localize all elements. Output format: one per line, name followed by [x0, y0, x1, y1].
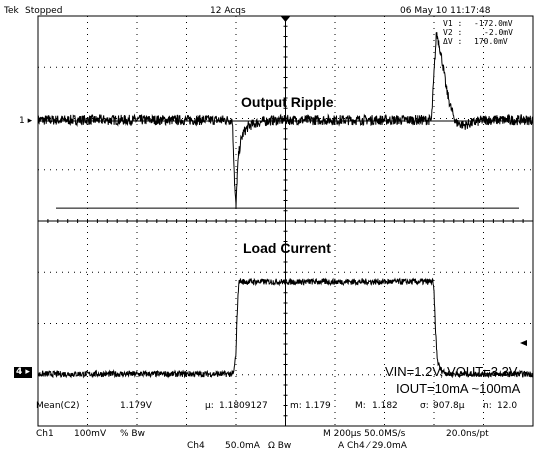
measurement-value: 1.179V: [120, 401, 152, 411]
resolution-readout: 20.0ns/pt: [446, 429, 489, 439]
cursor-delta-label: ΔV :: [443, 37, 463, 46]
annotation-load-current: Load Current: [243, 240, 331, 256]
measurement-mean-value: 1.1809127: [219, 401, 268, 411]
timestamp: 06 May 10 11:17:48: [400, 6, 491, 16]
measurement-max-label: M:: [355, 401, 366, 411]
cursor-v1-label: V1 :: [443, 19, 463, 28]
cursor-v2-value: -2.0mV: [484, 28, 513, 37]
trigger-level-arrow-icon: [520, 340, 527, 346]
measurement-sigma-label: σ:: [420, 401, 429, 411]
measurement-mean-label: μ:: [205, 401, 214, 411]
measurement-count-label: n:: [483, 401, 492, 411]
trigger-readout: A Ch4 ⁄ 29.0mA: [338, 441, 407, 451]
annotation-output-ripple: Output Ripple: [241, 94, 334, 110]
measurement-max-value: 1.182: [372, 401, 398, 411]
ch1-coupling: % Bw: [120, 429, 145, 439]
graticule: [37, 15, 534, 427]
cursor-delta-value: 170.0mV: [474, 37, 508, 46]
measurement-sigma-value: 907.8μ: [433, 401, 465, 411]
timebase-readout: M 200μs 50.0MS/s: [323, 429, 406, 439]
ch4-label: Ch4: [187, 441, 205, 451]
acquisition-count: 12 Acqs: [210, 6, 246, 16]
brand-label: Tek: [4, 6, 19, 16]
annotation-vin-vout: VIN=1.2V, VOUT=3.3V: [385, 364, 518, 379]
trigger-position-icon: [280, 16, 291, 22]
ch4-marker-label: 4: [16, 367, 23, 377]
ch1-marker-label: 1: [19, 116, 25, 126]
cursor-v2-label: V2 :: [443, 28, 463, 37]
measurement-label: Mean(C2): [36, 401, 80, 411]
ch1-scale: 100mV: [74, 429, 107, 439]
series-output-ripple-trace: [37, 31, 534, 209]
measurement-min-label: m:: [290, 401, 302, 411]
ch4-coupling: Ω Bw: [268, 441, 292, 451]
run-state: Stopped: [25, 6, 63, 16]
measurement-count-value: 12.0: [497, 401, 518, 411]
ch4-ground-marker: 4 ▸: [14, 367, 32, 378]
ch1-label: Ch1: [36, 429, 54, 439]
ch1-ground-marker: 1 ▸: [19, 116, 33, 126]
series-load-current-trace: [37, 277, 534, 379]
annotation-iout: IOUT=10mA ~100mA: [396, 381, 521, 396]
cursor-v1-value: -172.0mV: [474, 19, 513, 28]
ch4-scale: 50.0mA: [225, 441, 260, 451]
measurement-min-value: 1.179: [305, 401, 331, 411]
